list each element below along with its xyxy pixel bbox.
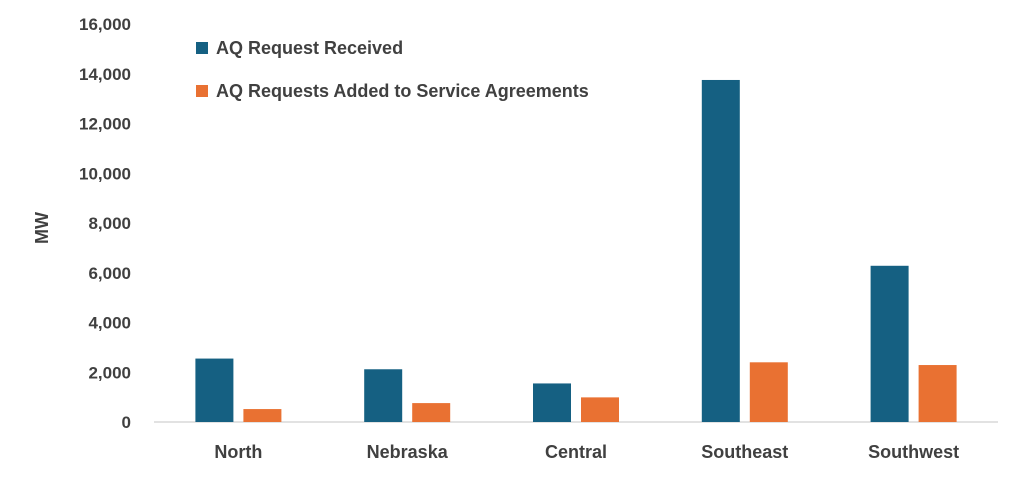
bars bbox=[195, 79, 957, 422]
y-tick-label: 10,000 bbox=[79, 164, 131, 183]
y-tick-label: 16,000 bbox=[79, 15, 131, 34]
y-tick-label: 12,000 bbox=[79, 115, 131, 134]
y-axis-title: MW bbox=[32, 212, 52, 244]
x-tick-label-nebraska: Nebraska bbox=[367, 442, 449, 462]
bar-received-southeast bbox=[701, 79, 740, 422]
legend-label: AQ Requests Added to Service Agreements bbox=[216, 81, 589, 101]
bar-added-north bbox=[243, 409, 282, 422]
x-tick-label-southwest: Southwest bbox=[868, 442, 959, 462]
y-tick-label: 4,000 bbox=[88, 314, 131, 333]
y-axis-ticks: 0 2,000 4,000 6,000 8,000 10,000 12,000 14,000 1… bbox=[79, 15, 131, 432]
legend-swatch bbox=[196, 42, 208, 54]
bar-received-nebraska bbox=[364, 369, 403, 422]
bar-added-central bbox=[581, 397, 619, 422]
x-tick-label-north: North bbox=[214, 442, 262, 462]
y-tick-label: 6,000 bbox=[88, 264, 131, 283]
bar-received-central bbox=[533, 383, 571, 422]
bar-added-nebraska bbox=[412, 403, 451, 422]
legend-label: AQ Request Received bbox=[216, 38, 403, 58]
y-tick-label: 0 bbox=[122, 413, 131, 432]
x-axis-labels: North Nebraska Central Southeast Southwest bbox=[214, 442, 959, 462]
y-tick-label: 2,000 bbox=[88, 363, 131, 382]
bar-added-southwest bbox=[918, 365, 957, 422]
bar-added-southeast bbox=[749, 362, 788, 422]
legend-swatch bbox=[196, 85, 208, 97]
y-tick-label: 14,000 bbox=[79, 65, 131, 84]
bar-received-southwest bbox=[870, 265, 909, 422]
x-tick-label-central: Central bbox=[545, 442, 607, 462]
legend: AQ Request Received AQ Requests Added to … bbox=[196, 38, 589, 101]
y-tick-label: 8,000 bbox=[88, 214, 131, 233]
x-tick-label-southeast: Southeast bbox=[701, 442, 788, 462]
bar-received-north bbox=[195, 358, 234, 422]
